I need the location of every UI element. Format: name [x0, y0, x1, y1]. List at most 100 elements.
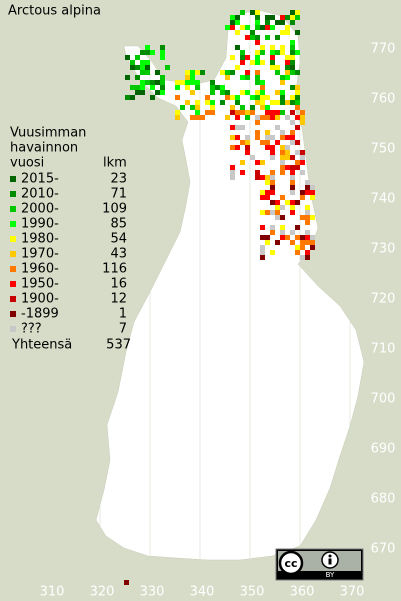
observation-square: [270, 170, 275, 175]
legend-heading: Vuusimman: [10, 126, 86, 141]
observation-square: [235, 20, 240, 25]
observation-square: [270, 190, 275, 195]
observation-square: [285, 60, 290, 65]
observation-square: [230, 145, 235, 150]
observation-square: [290, 240, 295, 245]
observation-square: [280, 30, 285, 35]
observation-square: [135, 90, 140, 95]
observation-square: [270, 60, 275, 65]
observation-square: [290, 85, 295, 90]
observation-square: [260, 140, 265, 145]
observation-square: [230, 170, 235, 175]
observation-square: [140, 50, 145, 55]
observation-square: [260, 195, 265, 200]
observation-square: [185, 100, 190, 105]
observation-square: [295, 90, 300, 95]
y-coord-label: 730: [371, 242, 396, 257]
observation-square: [280, 160, 285, 165]
observation-square: [230, 15, 235, 20]
observation-square: [295, 150, 300, 155]
observation-square: [300, 195, 305, 200]
legend-swatch: [10, 266, 16, 272]
observation-square: [275, 35, 280, 40]
observation-square: [285, 30, 290, 35]
legend-heading: vuosi: [10, 156, 44, 171]
observation-square: [270, 135, 275, 140]
observation-square: [200, 70, 205, 75]
total: 537: [106, 338, 131, 353]
observation-square: [230, 110, 235, 115]
observation-square: [185, 70, 190, 75]
observation-square: [160, 55, 165, 60]
observation-square: [250, 105, 255, 110]
observation-square: [235, 145, 240, 150]
observation-square: [310, 185, 315, 190]
observation-square: [295, 85, 300, 90]
observation-square: [245, 55, 250, 60]
observation-square: [290, 165, 295, 170]
observation-square: [280, 130, 285, 135]
legend-swatch: [10, 221, 16, 227]
observation-square: [290, 180, 295, 185]
observation-square: [295, 10, 300, 15]
observation-square: [270, 110, 275, 115]
observation-square: [250, 155, 255, 160]
observation-square: [235, 115, 240, 120]
observation-square: [125, 75, 130, 80]
observation-square: [255, 75, 260, 80]
observation-square: [290, 40, 295, 45]
observation-square: [290, 65, 295, 70]
observation-square: [295, 245, 300, 250]
observation-square: [290, 140, 295, 145]
legend-swatch: [10, 296, 16, 302]
legend-label: 1970-: [21, 247, 59, 262]
observation-square: [220, 85, 225, 90]
legend-swatch: [10, 326, 16, 332]
observation-square: [190, 80, 195, 85]
observation-square: [295, 225, 300, 230]
observation-square: [270, 250, 275, 255]
observation-square: [265, 145, 270, 150]
observation-square: [180, 105, 185, 110]
observation-square: [260, 225, 265, 230]
observation-square: [205, 100, 210, 105]
x-coord-label: 310: [40, 585, 65, 600]
observation-square: [300, 120, 305, 125]
observation-square: [210, 105, 215, 110]
x-coord-label: 330: [140, 585, 165, 600]
observation-square: [190, 70, 195, 75]
observation-square: [210, 80, 215, 85]
legend-count: 85: [110, 217, 127, 232]
observation-square: [230, 25, 235, 30]
observation-square: [285, 165, 290, 170]
observation-square: [175, 85, 180, 90]
observation-square: [240, 60, 245, 65]
observation-square: [190, 115, 195, 120]
observation-square: [290, 10, 295, 15]
observation-square: [145, 70, 150, 75]
observation-square: [145, 45, 150, 50]
observation-square: [185, 85, 190, 90]
legend-swatch: [10, 251, 16, 257]
observation-square: [295, 15, 300, 20]
observation-square: [210, 100, 215, 105]
observation-square: [240, 140, 245, 145]
observation-square: [285, 15, 290, 20]
observation-square: [290, 120, 295, 125]
observation-square: [280, 75, 285, 80]
y-coord-label: 680: [371, 492, 396, 507]
observation-square: [220, 100, 225, 105]
legend-label: 2000-: [21, 202, 59, 217]
observation-square: [155, 70, 160, 75]
observation-square: [230, 125, 235, 130]
observation-square: [260, 60, 265, 65]
observation-square: [260, 50, 265, 55]
legend-count: 7: [119, 322, 127, 337]
observation-square: [210, 110, 215, 115]
observation-square: [290, 155, 295, 160]
observation-square: [225, 75, 230, 80]
observation-square: [240, 110, 245, 115]
observation-square: [175, 80, 180, 85]
observation-square: [290, 185, 295, 190]
